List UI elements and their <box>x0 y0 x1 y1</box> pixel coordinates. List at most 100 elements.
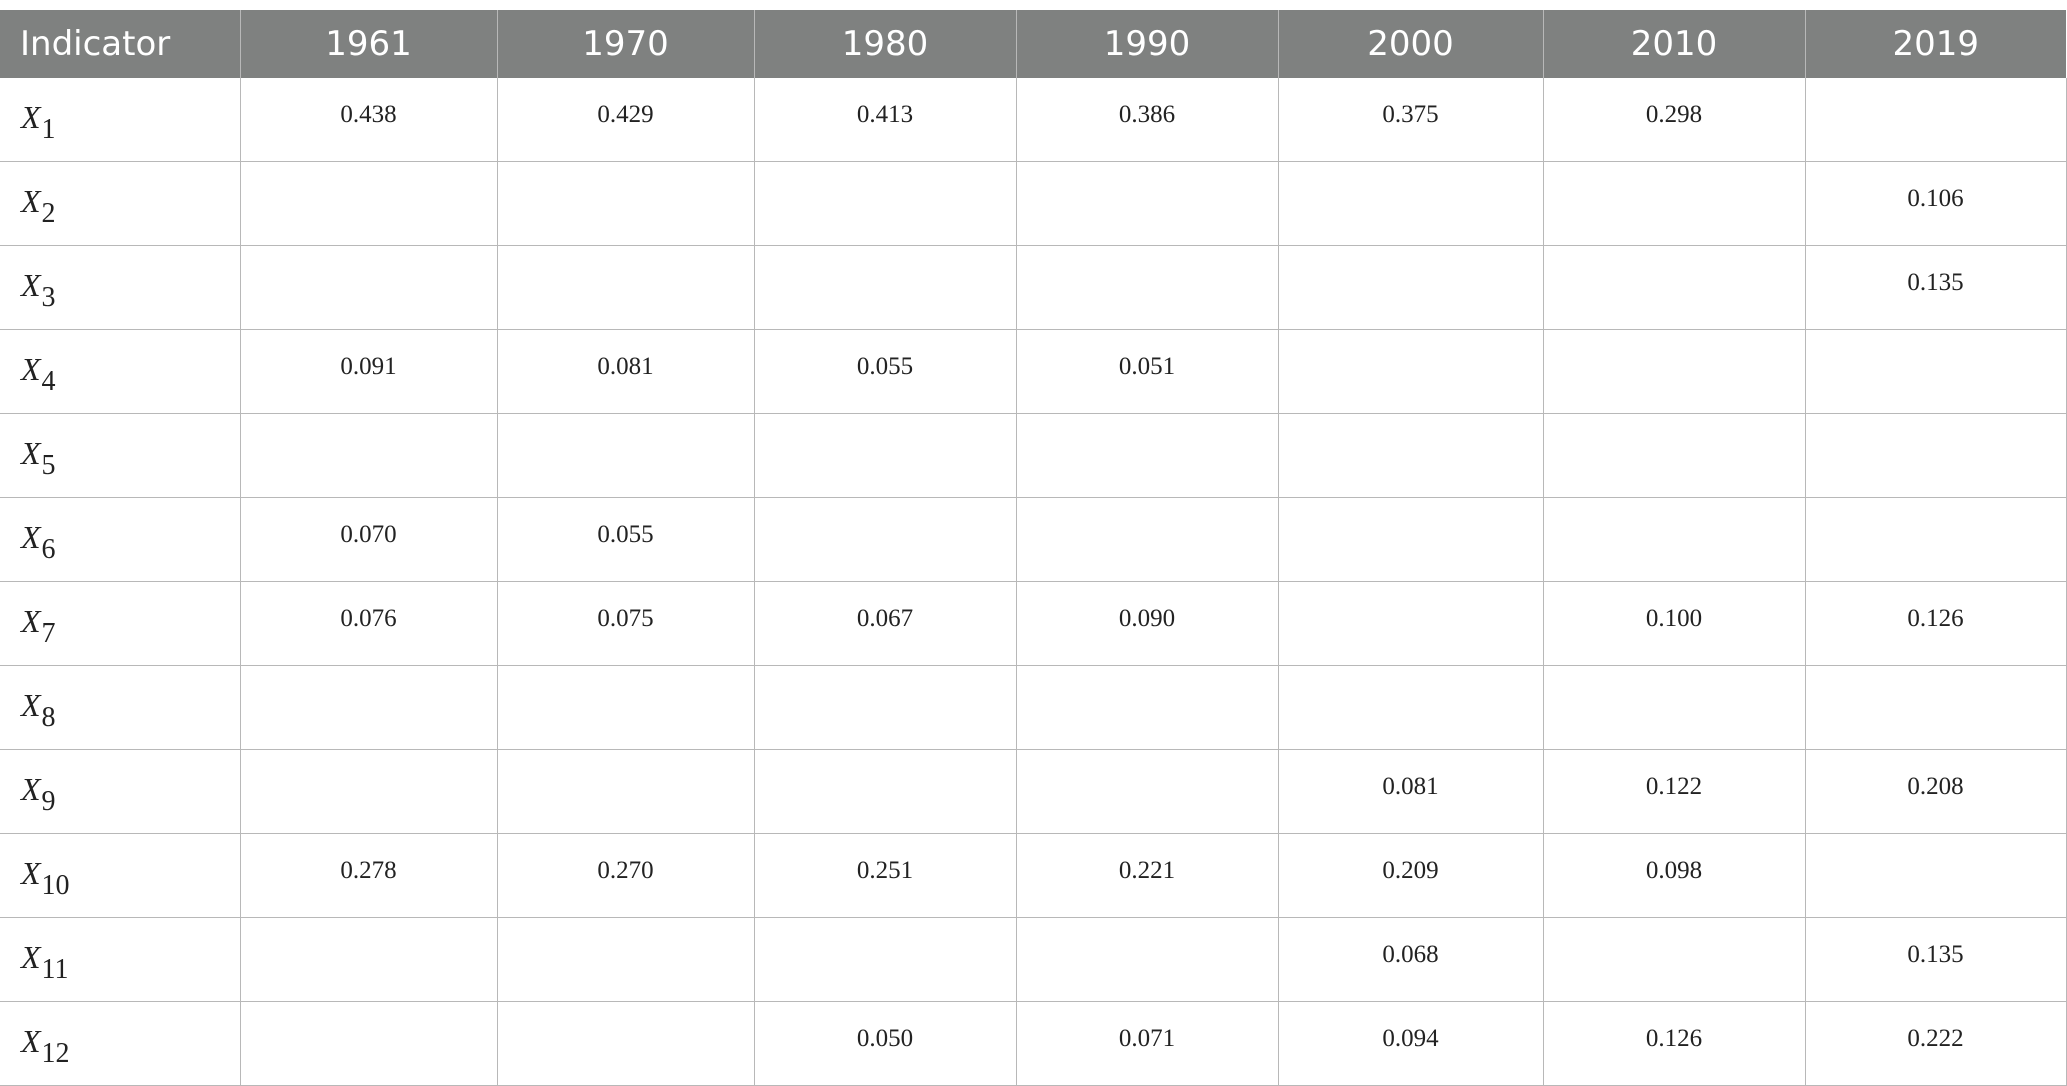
indicator-subscript: 8 <box>41 701 56 733</box>
value-cell-1961: 0.076 <box>239 581 497 666</box>
indicator-symbol: X1 <box>21 99 56 145</box>
value-cell-2000: 0.375 <box>1277 78 1543 162</box>
value-cell-1980: 0.251 <box>753 833 1016 918</box>
value-cell-1980: 0.067 <box>753 581 1016 666</box>
indicator-variable: X <box>21 855 41 892</box>
value-cell-2010: 0.100 <box>1542 581 1805 666</box>
value-cell-1980: 0.050 <box>753 1001 1016 1086</box>
indicator-symbol: X5 <box>21 435 56 481</box>
value-cell-2010 <box>1542 245 1805 330</box>
value-cell-1970: 0.429 <box>496 78 754 162</box>
value-cell-2000 <box>1277 245 1543 330</box>
indicator-label: X11 <box>0 917 240 1002</box>
value-cell-1980 <box>753 245 1016 330</box>
value-cell-2019: 0.208 <box>1804 749 2067 834</box>
column-header-2019: 2019 <box>1804 10 2066 78</box>
value-cell-2010: 0.122 <box>1542 749 1805 834</box>
indicator-subscript: 10 <box>41 869 70 901</box>
value-cell-1970 <box>496 1001 754 1086</box>
table-row: X9 0.081 0.122 0.208 <box>0 749 2067 834</box>
value-cell-2000 <box>1277 413 1543 498</box>
value-cell-1961: 0.438 <box>239 78 497 162</box>
indicator-symbol: X9 <box>21 771 56 817</box>
value-cell-2010 <box>1542 917 1805 1002</box>
indicator-variable: X <box>21 435 41 472</box>
value-cell-2000: 0.209 <box>1277 833 1543 918</box>
indicator-symbol: X4 <box>21 351 56 397</box>
column-header-2010: 2010 <box>1542 10 1805 78</box>
value-cell-1990: 0.221 <box>1015 833 1278 918</box>
indicator-label: X1 <box>0 78 240 162</box>
value-cell-1970 <box>496 413 754 498</box>
value-cell-2019 <box>1804 78 2067 162</box>
indicator-subscript: 6 <box>41 533 56 565</box>
column-header-1990: 1990 <box>1015 10 1278 78</box>
value-cell-2010: 0.126 <box>1542 1001 1805 1086</box>
value-cell-1970: 0.055 <box>496 497 754 582</box>
value-cell-1970 <box>496 749 754 834</box>
value-cell-2019: 0.222 <box>1804 1001 2067 1086</box>
value-cell-1990 <box>1015 497 1278 582</box>
indicator-label: X3 <box>0 245 240 330</box>
value-cell-1990 <box>1015 413 1278 498</box>
indicator-label: X6 <box>0 497 240 582</box>
value-cell-2019: 0.126 <box>1804 581 2067 666</box>
value-cell-2000 <box>1277 161 1543 246</box>
value-cell-1970 <box>496 665 754 750</box>
table-header-row: Indicator 1961 1970 1980 1990 2000 2010 … <box>0 10 2066 78</box>
value-cell-1961: 0.070 <box>239 497 497 582</box>
value-cell-2010 <box>1542 329 1805 414</box>
value-cell-1990: 0.071 <box>1015 1001 1278 1086</box>
table-row: X1 0.438 0.429 0.413 0.386 0.375 0.298 <box>0 78 2067 162</box>
indicator-symbol: X12 <box>21 1023 70 1069</box>
value-cell-2010 <box>1542 665 1805 750</box>
column-header-1961: 1961 <box>239 10 497 78</box>
value-cell-1980 <box>753 749 1016 834</box>
indicator-subscript: 2 <box>41 197 56 229</box>
value-cell-2000: 0.068 <box>1277 917 1543 1002</box>
value-cell-2019 <box>1804 833 2067 918</box>
indicator-label: X4 <box>0 329 240 414</box>
value-cell-1990: 0.090 <box>1015 581 1278 666</box>
indicator-subscript: 4 <box>41 365 56 397</box>
indicator-subscript: 11 <box>41 953 69 985</box>
value-cell-2019: 0.135 <box>1804 917 2067 1002</box>
indicator-symbol: X10 <box>21 855 70 901</box>
table-row: X10 0.278 0.270 0.251 0.221 0.209 0.098 <box>0 833 2067 918</box>
value-cell-2019 <box>1804 497 2067 582</box>
value-cell-1980: 0.055 <box>753 329 1016 414</box>
table-body: X1 0.438 0.429 0.413 0.386 0.375 0.298 X2 0.106 X… <box>0 78 2067 1086</box>
table-row: X3 0.135 <box>0 245 2067 330</box>
value-cell-2000 <box>1277 329 1543 414</box>
table-container: Indicator 1961 1970 1980 1990 2000 2010 … <box>0 10 2067 1086</box>
table-row: X12 0.050 0.071 0.094 0.126 0.222 <box>0 1001 2067 1086</box>
value-cell-1980 <box>753 497 1016 582</box>
value-cell-2010: 0.298 <box>1542 78 1805 162</box>
value-cell-1990 <box>1015 665 1278 750</box>
value-cell-1970: 0.270 <box>496 833 754 918</box>
value-cell-1961 <box>239 413 497 498</box>
indicator-table: Indicator 1961 1970 1980 1990 2000 2010 … <box>0 10 2067 1086</box>
value-cell-1980 <box>753 161 1016 246</box>
indicator-subscript: 3 <box>41 281 56 313</box>
value-cell-1961 <box>239 1001 497 1086</box>
value-cell-1970: 0.075 <box>496 581 754 666</box>
indicator-symbol: X6 <box>21 519 56 565</box>
value-cell-1970 <box>496 245 754 330</box>
indicator-symbol: X3 <box>21 267 56 313</box>
value-cell-1980: 0.413 <box>753 78 1016 162</box>
value-cell-2000: 0.094 <box>1277 1001 1543 1086</box>
table-row: X4 0.091 0.081 0.055 0.051 <box>0 329 2067 414</box>
value-cell-2019 <box>1804 665 2067 750</box>
value-cell-2010 <box>1542 161 1805 246</box>
value-cell-1990 <box>1015 749 1278 834</box>
indicator-label: X10 <box>0 833 240 918</box>
indicator-symbol: X8 <box>21 687 56 733</box>
value-cell-1970: 0.081 <box>496 329 754 414</box>
indicator-symbol: X7 <box>21 603 56 649</box>
indicator-subscript: 9 <box>41 785 56 817</box>
table-row: X2 0.106 <box>0 161 2067 246</box>
indicator-variable: X <box>21 687 41 724</box>
value-cell-1961 <box>239 161 497 246</box>
value-cell-2000 <box>1277 497 1543 582</box>
